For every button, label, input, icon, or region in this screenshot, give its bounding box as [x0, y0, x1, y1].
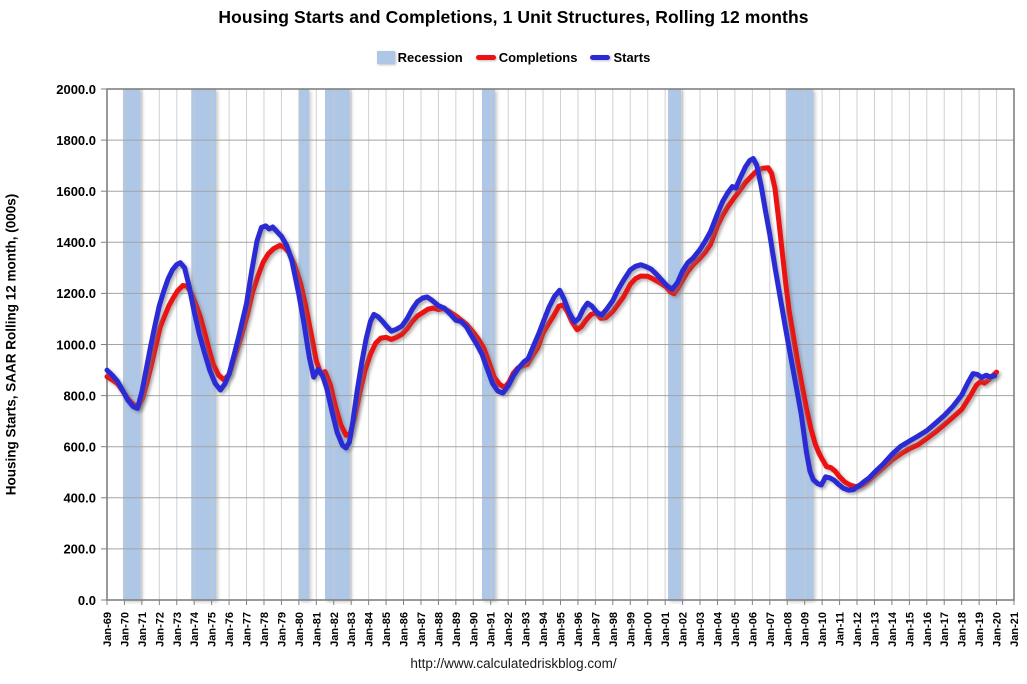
x-tick-label: Jan-06 [747, 612, 759, 647]
x-tick-label: Jan-05 [730, 612, 742, 647]
x-tick-label: Jan-14 [887, 611, 899, 647]
x-tick-label: Jan-99 [625, 612, 637, 647]
x-tick-label: Jan-15 [904, 612, 916, 647]
starts-line [104, 156, 998, 493]
legend-item-completions: Completions [475, 49, 578, 65]
source-url: http://www.calculatedriskblog.com/ [410, 656, 617, 671]
x-tick-label: Jan-91 [486, 612, 498, 647]
x-tick-label: Jan-75 [207, 612, 219, 647]
x-tick-label: Jan-72 [154, 612, 166, 647]
x-tick-label: Jan-94 [538, 611, 550, 647]
x-tick-label: Jan-89 [451, 612, 463, 647]
x-tick-label: Jan-77 [242, 612, 254, 647]
y-tick-label: 600.0 [63, 440, 96, 455]
x-tick-label: Jan-12 [852, 612, 864, 647]
y-tick-label: 1800.0 [56, 133, 96, 148]
x-tick-label: Jan-80 [294, 612, 306, 647]
legend-item-starts: Starts [590, 50, 650, 65]
x-tick-label: Jan-17 [939, 612, 951, 647]
recession-swatch [376, 50, 395, 64]
x-tick-label: Jan-97 [590, 612, 602, 647]
x-tick-label: Jan-73 [172, 612, 184, 647]
x-tick-label: Jan-82 [329, 612, 341, 647]
y-tick-label: 0.0 [78, 593, 96, 608]
x-tick-label: Jan-16 [922, 612, 934, 647]
x-tick-label: Jan-74 [189, 611, 201, 647]
x-tick-label: Jan-88 [433, 612, 445, 647]
x-tick-label: Jan-11 [835, 612, 847, 646]
y-tick-label: 1200.0 [56, 286, 96, 301]
x-tick-label: Jan-10 [817, 612, 829, 647]
x-tick-label: Jan-03 [695, 612, 707, 647]
legend-label-recession: Recession [397, 49, 463, 65]
y-tick-label: 2000.0 [56, 82, 96, 97]
x-tick-label: Jan-81 [311, 612, 323, 647]
x-tick-label: Jan-83 [346, 612, 358, 647]
x-tick-label: Jan-98 [608, 612, 620, 647]
x-tick-label: Jan-07 [765, 612, 777, 647]
x-tick-label: Jan-01 [660, 612, 672, 647]
chart-legend: Recession Completions Starts [0, 47, 1027, 67]
chart-title: Housing Starts and Completions, 1 Unit S… [218, 7, 809, 27]
x-tick-label: Jan-08 [782, 612, 794, 647]
x-tick-label: Jan-21 [1009, 612, 1021, 647]
plot-border [106, 88, 1015, 601]
x-tick-label: Jan-87 [416, 612, 428, 647]
x-tick-label: Jan-70 [119, 612, 131, 647]
x-tick-label: Jan-04 [712, 611, 724, 647]
completions-line [104, 165, 1000, 490]
x-tick-label: Jan-00 [643, 612, 655, 647]
x-tick-label: Jan-84 [364, 611, 376, 647]
x-tick-label: Jan-86 [399, 612, 411, 647]
x-tick-label: Jan-69 [102, 612, 114, 647]
x-tick-label: Jan-90 [468, 612, 480, 647]
starts-line-swatch [590, 54, 611, 60]
x-tick-label: Jan-93 [521, 612, 533, 647]
x-tick-label: Jan-20 [992, 612, 1004, 647]
y-tick-label: 1400.0 [56, 235, 96, 250]
x-tick-label: Jan-76 [224, 612, 236, 647]
completions-line-swatch [475, 54, 496, 60]
x-tick-label: Jan-18 [957, 612, 969, 647]
x-tick-label: Jan-79 [276, 612, 288, 647]
x-tick-label: Jan-96 [573, 612, 585, 647]
x-tick-label: Jan-78 [259, 612, 271, 647]
y-tick-label: 800.0 [63, 388, 96, 403]
y-tick-label: 1600.0 [56, 184, 96, 199]
legend-label-starts: Starts [613, 49, 651, 65]
x-tick-label: Jan-92 [503, 612, 515, 647]
x-tick-label: Jan-13 [869, 612, 881, 647]
x-tick-label: Jan-02 [678, 612, 690, 647]
y-tick-label: 200.0 [63, 542, 96, 557]
x-tick-label: Jan-19 [974, 612, 986, 647]
x-tick-label: Jan-09 [800, 612, 812, 647]
legend-label-completions: Completions [498, 49, 578, 65]
x-tick-label: Jan-71 [137, 612, 149, 647]
y-tick-label: 400.0 [63, 491, 96, 506]
y-tick-label: 1000.0 [56, 337, 96, 352]
x-tick-label: Jan-85 [381, 612, 393, 647]
x-tick-label: Jan-95 [556, 612, 568, 647]
legend-item-recession: Recession [376, 49, 463, 65]
